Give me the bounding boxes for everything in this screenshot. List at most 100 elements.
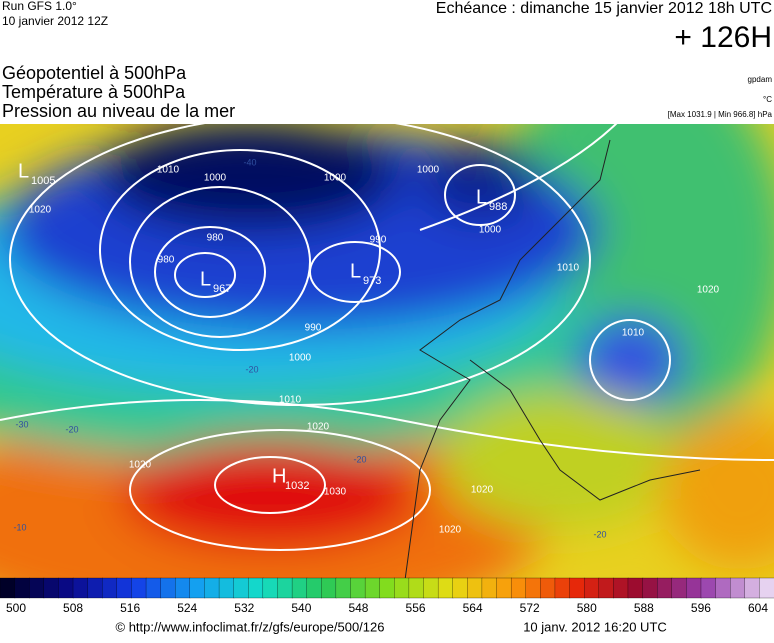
colorbar-label: 572 xyxy=(520,601,540,615)
color-swatch xyxy=(671,577,688,599)
color-swatch xyxy=(510,577,527,599)
isobar-label: 990 xyxy=(370,235,387,246)
center-value: 1032 xyxy=(285,480,309,492)
color-swatch xyxy=(759,577,774,599)
colorbar-label: 540 xyxy=(291,601,311,615)
center-type: L xyxy=(476,186,487,208)
color-swatch xyxy=(218,577,235,599)
color-swatch xyxy=(204,577,220,599)
color-swatch xyxy=(29,577,45,599)
color-swatch xyxy=(540,577,556,599)
isobar-label: 1020 xyxy=(129,460,152,471)
color-swatch xyxy=(657,577,673,599)
center-value: 973 xyxy=(363,275,381,287)
color-swatch xyxy=(233,577,249,599)
isobar-label: 1020 xyxy=(29,205,52,216)
color-swatch xyxy=(598,577,615,599)
center-type: L xyxy=(350,260,361,282)
colorbar-label: 556 xyxy=(406,601,426,615)
isotherm-label: -40 xyxy=(243,157,256,167)
color-swatch xyxy=(554,577,571,599)
color-swatch xyxy=(481,577,498,599)
color-swatch xyxy=(744,577,761,599)
isotherm-label: -10 xyxy=(13,522,26,532)
color-swatch xyxy=(394,577,410,599)
color-swatch xyxy=(715,577,731,599)
color-swatch xyxy=(87,577,103,599)
color-swatch xyxy=(291,577,308,599)
color-swatch xyxy=(467,577,483,599)
isobar-label: 1010 xyxy=(622,328,645,339)
colorbar-label: 596 xyxy=(691,601,711,615)
colorbar-label: 508 xyxy=(63,601,83,615)
run-date: 10 janvier 2012 12Z xyxy=(2,14,108,28)
field: Géopotentiel à 500hPa xyxy=(2,63,187,83)
isobar-label: 1000 xyxy=(289,353,312,364)
isobar-label: 1020 xyxy=(307,422,330,433)
center-value: 988 xyxy=(489,201,507,213)
color-swatch xyxy=(569,577,585,599)
color-swatch xyxy=(248,577,264,599)
footer-url: © http://www.infoclimat.fr/z/gfs/europe/… xyxy=(116,619,385,634)
color-swatch xyxy=(408,577,425,599)
center-type: L xyxy=(200,268,211,290)
isobar-label: 980 xyxy=(207,233,224,244)
color-swatch xyxy=(321,577,337,599)
color-swatch xyxy=(437,577,454,599)
isobar-label: 1010 xyxy=(279,395,302,406)
isobar-label: 1020 xyxy=(471,485,494,496)
color-swatch xyxy=(102,577,118,599)
color-swatch xyxy=(379,577,395,599)
unit: gpdam xyxy=(748,75,773,84)
field: Pression au niveau de la mer xyxy=(2,101,235,121)
isotherm-label: -30 xyxy=(15,419,28,429)
color-swatch xyxy=(423,577,439,599)
color-swatch xyxy=(145,577,162,599)
map xyxy=(0,124,774,578)
color-swatch xyxy=(642,577,658,599)
isobar-label: 1030 xyxy=(324,487,347,498)
color-swatch xyxy=(58,577,74,599)
unit: [Max 1031.9 | Min 966.8] hPa xyxy=(668,110,773,119)
colorbar-label: 580 xyxy=(577,601,597,615)
color-swatch xyxy=(262,577,279,599)
center-type: H xyxy=(272,465,286,487)
center-value: 1005 xyxy=(31,175,55,187)
colorbar-label: 604 xyxy=(748,601,768,615)
color-swatch xyxy=(131,577,147,599)
colorbar-label: 532 xyxy=(234,601,254,615)
color-swatch xyxy=(72,577,89,599)
isotherm-label: -20 xyxy=(593,529,606,539)
isobar-label: 1010 xyxy=(557,263,580,274)
color-swatch xyxy=(277,577,293,599)
field: Température à 500hPa xyxy=(2,82,186,102)
isobar-label: 990 xyxy=(305,323,322,334)
isobar-label: 1000 xyxy=(417,165,440,176)
isobar-label: 1000 xyxy=(324,173,347,184)
isobar-label: 1000 xyxy=(479,225,502,236)
color-swatch xyxy=(525,577,541,599)
color-swatch xyxy=(584,577,600,599)
color-swatch xyxy=(175,577,191,599)
lead-time: + 126H xyxy=(674,21,772,54)
color-swatch xyxy=(160,577,176,599)
isobar-label: 1000 xyxy=(204,173,227,184)
footer-time: 10 janv. 2012 16:20 UTC xyxy=(523,619,667,634)
isotherm-label: -20 xyxy=(65,424,78,434)
colorbar-label: 500 xyxy=(6,601,26,615)
color-swatch xyxy=(116,577,133,599)
colorbar-label: 516 xyxy=(120,601,140,615)
color-swatch xyxy=(335,577,352,599)
color-swatch xyxy=(306,577,322,599)
isobar-label: 1020 xyxy=(439,525,462,536)
isobar-label: 1020 xyxy=(697,285,720,296)
isobar-label: 980 xyxy=(158,255,175,266)
color-swatch xyxy=(14,577,30,599)
run: Run GFS 1.0° xyxy=(2,0,77,13)
center-value: 967 xyxy=(213,283,231,295)
color-swatch xyxy=(0,577,16,599)
color-swatch xyxy=(452,577,468,599)
color-swatch xyxy=(350,577,366,599)
